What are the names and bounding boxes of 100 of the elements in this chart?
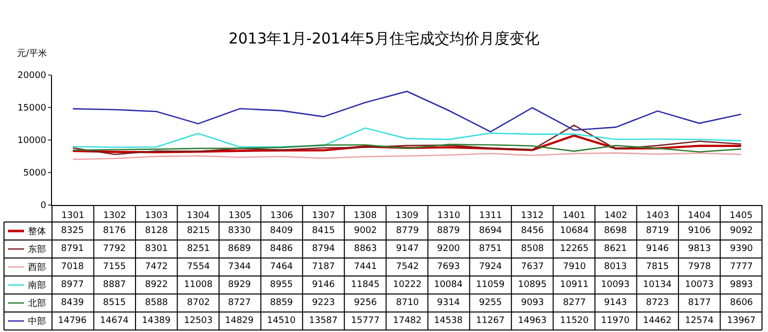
data-label: 8128 [145, 226, 168, 236]
x-tick-label: 1403 [646, 210, 670, 221]
data-label: 7441 [354, 262, 377, 272]
data-label: 9147 [396, 244, 419, 254]
data-label: 13587 [309, 316, 338, 326]
data-label: 14462 [643, 316, 672, 326]
y-tick-label: 5000 [23, 168, 46, 179]
x-tick-label: 1311 [479, 210, 502, 221]
data-label: 14510 [267, 316, 296, 326]
data-label: 7792 [103, 244, 126, 254]
x-tick-label: 1309 [396, 210, 419, 221]
data-label: 11845 [351, 280, 380, 290]
data-label: 11267 [476, 316, 505, 326]
x-tick-label: 1404 [688, 210, 712, 221]
data-label: 10093 [601, 280, 630, 290]
x-tick-label: 1312 [520, 210, 544, 221]
data-label: 12503 [184, 316, 213, 326]
data-label: 8508 [521, 244, 544, 254]
data-label: 9893 [730, 280, 753, 290]
y-axis-title: 元/平米 [17, 48, 48, 59]
data-label: 7464 [270, 262, 294, 272]
data-label: 11059 [476, 280, 505, 290]
x-tick-label: 1301 [61, 210, 84, 221]
data-label: 14963 [518, 316, 547, 326]
data-label: 9146 [312, 280, 336, 290]
data-label: 12574 [685, 316, 714, 326]
data-label: 7472 [145, 262, 168, 272]
data-label: 7344 [228, 262, 252, 272]
data-label: 11970 [601, 316, 630, 326]
data-label: 7542 [396, 262, 419, 272]
data-label: 14829 [225, 316, 254, 326]
data-label: 8325 [61, 226, 84, 236]
data-label: 9093 [521, 298, 544, 308]
data-label: 8955 [270, 280, 293, 290]
y-tick-label: 10000 [18, 136, 46, 146]
data-label: 7777 [730, 262, 753, 272]
data-label: 10073 [685, 280, 714, 290]
data-label: 10911 [560, 280, 589, 290]
data-label: 8301 [145, 244, 168, 254]
data-label: 8215 [187, 226, 210, 236]
data-label: 11008 [184, 280, 213, 290]
x-tick-label: 1307 [312, 210, 335, 221]
data-label: 9200 [437, 244, 460, 254]
data-label: 8922 [145, 280, 168, 290]
x-tick-label: 1308 [354, 210, 377, 221]
x-tick-label: 1310 [437, 210, 460, 221]
data-label: 8515 [103, 298, 126, 308]
data-label: 8794 [312, 244, 336, 254]
data-label: 8863 [354, 244, 377, 254]
legend-label: 中部 [28, 316, 46, 327]
data-label: 9390 [730, 244, 754, 254]
y-tick-label: 0 [40, 201, 46, 212]
data-label: 13967 [727, 316, 756, 326]
line-series [72, 127, 742, 148]
data-label: 9143 [604, 298, 627, 308]
data-label: 8779 [396, 226, 420, 236]
data-label: 8606 [730, 298, 754, 308]
chart-title: 2013年1月-2014年5月住宅成交均价月度变化 [228, 29, 540, 48]
data-label: 7815 [646, 262, 669, 272]
x-tick-label: 1303 [144, 210, 168, 221]
data-label: 7155 [103, 262, 126, 272]
y-tick-label: 15000 [18, 104, 46, 114]
x-tick-label: 1305 [228, 210, 252, 221]
data-label: 8013 [604, 262, 627, 272]
line-series [72, 124, 742, 155]
line-series [72, 134, 742, 154]
data-label: 8621 [604, 244, 627, 254]
legend-label: 西部 [28, 262, 46, 273]
data-label: 10222 [393, 280, 422, 290]
x-tick-label: 1405 [730, 210, 753, 221]
data-label: 8277 [563, 298, 586, 308]
data-label: 8791 [61, 244, 84, 254]
data-label: 9092 [730, 226, 753, 236]
x-tick-label: 1401 [562, 210, 586, 221]
data-label: 8698 [604, 226, 628, 236]
data-label: 14796 [58, 316, 87, 326]
data-label: 8929 [228, 280, 252, 290]
data-label: 8251 [187, 244, 210, 254]
data-label: 8486 [270, 244, 294, 254]
data-label: 7187 [312, 262, 335, 272]
data-label: 8456 [521, 226, 544, 236]
data-label: 7978 [688, 262, 712, 272]
data-label: 8879 [437, 226, 460, 236]
legend-label: 整体 [28, 226, 46, 237]
data-label: 7910 [563, 262, 586, 272]
legend-label: 北部 [28, 298, 46, 309]
data-label: 8439 [61, 298, 84, 308]
data-label: 9256 [354, 298, 378, 308]
data-label: 11520 [560, 316, 589, 326]
data-label: 9002 [354, 226, 377, 236]
legend-label: 南部 [28, 280, 46, 291]
data-label: 8710 [396, 298, 420, 308]
data-label: 14674 [100, 316, 129, 326]
data-label: 7924 [479, 262, 502, 272]
data-label: 8727 [228, 298, 251, 308]
data-label: 14389 [142, 316, 171, 326]
data-label: 12265 [560, 244, 589, 254]
data-label: 8859 [270, 298, 294, 308]
data-label: 7554 [187, 262, 210, 272]
data-label: 10895 [518, 280, 547, 290]
